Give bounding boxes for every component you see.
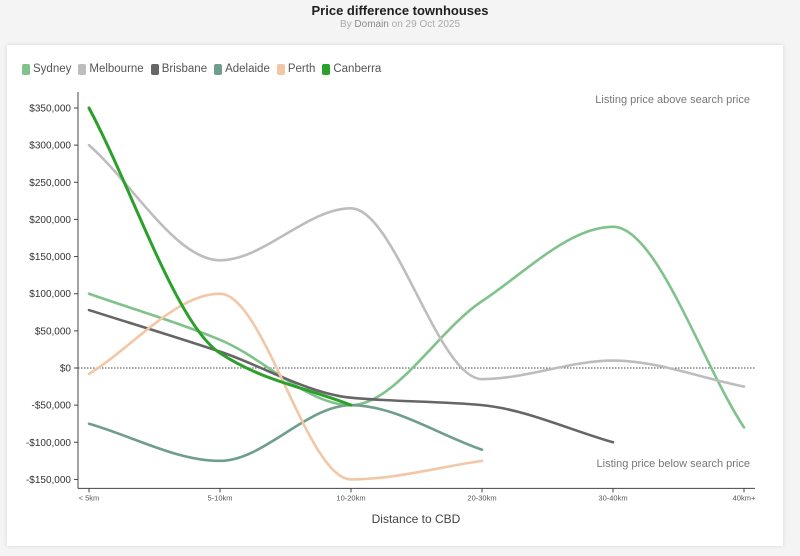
chart-title: Price difference townhouses [311,3,489,18]
legend-label: Brisbane [161,63,208,75]
legend-swatch-icon [322,63,331,75]
legend-label: Perth [287,63,316,75]
series-line-canberra[interactable] [87,106,353,407]
chart-legend: Sydney Melbourne Brisbane Adelaide Perth… [22,63,381,75]
y-tick-label: $300,000 [29,141,71,152]
legend-item-canberra[interactable]: Canberra [322,63,381,75]
series-lines [87,106,746,481]
x-axis-title: Distance to CBD [372,512,461,526]
x-tick-label: < 5km [79,493,100,502]
y-tick-label: $100,000 [29,289,71,300]
y-tick-label: $0 [60,364,72,375]
x-axis: < 5km 5-10km 10-20km 20-30km 30-40km 40km+ [78,487,756,502]
x-tick-label: 30-40km [598,493,627,502]
legend-label: Canberra [333,63,382,75]
series-line-brisbane[interactable] [87,308,615,444]
x-tick-label: 10-20km [336,493,365,502]
legend-item-melbourne[interactable]: Melbourne [78,63,144,75]
y-axis: $350,000 $300,000 $250,000 $200,000 $150,000… [26,92,79,489]
y-tick-label: $50,000 [35,326,72,337]
y-tick-label: -$50,000 [32,401,72,412]
y-tick-label: $150,000 [29,252,71,263]
y-tick-label: -$100,000 [26,438,71,449]
subtitle-date: on 29 Oct 2025 [388,19,461,30]
legend-label: Sydney [33,63,72,75]
series-line-adelaide[interactable] [87,403,484,463]
chart-subtitle: By Domain on 29 Oct 2025 [0,19,800,30]
legend-label: Melbourne [89,63,144,75]
x-tick-label: 40km+ [733,493,756,502]
legend-swatch-icon [78,63,87,75]
y-tick-label: $250,000 [29,178,71,189]
subtitle-prefix: By [339,19,355,30]
subtitle-author: Domain [354,19,389,30]
legend-swatch-icon [150,63,159,75]
y-tick-label: $350,000 [29,104,71,115]
series-line-melbourne[interactable] [87,143,746,388]
chart-card [7,45,783,546]
legend-swatch-icon [214,63,223,75]
legend-swatch-icon [276,63,285,75]
legend-item-brisbane[interactable]: Brisbane [150,63,208,75]
legend-label: Adelaide [225,63,270,75]
legend-swatch-icon [22,63,30,75]
legend-item-adelaide[interactable]: Adelaide [214,63,270,75]
x-tick-label: 20-30km [467,493,496,502]
x-tick-label: 5-10km [207,493,232,502]
legend-item-sydney[interactable]: Sydney [22,63,71,75]
y-tick-label: -$150,000 [26,475,71,486]
series-line-sydney[interactable] [87,225,746,429]
annotation-below: Listing price below search price [597,458,750,470]
annotation-above: Listing price above search price [595,94,750,106]
series-line-perth[interactable] [87,292,484,481]
y-tick-label: $200,000 [29,215,71,226]
legend-item-perth[interactable]: Perth [276,63,316,75]
